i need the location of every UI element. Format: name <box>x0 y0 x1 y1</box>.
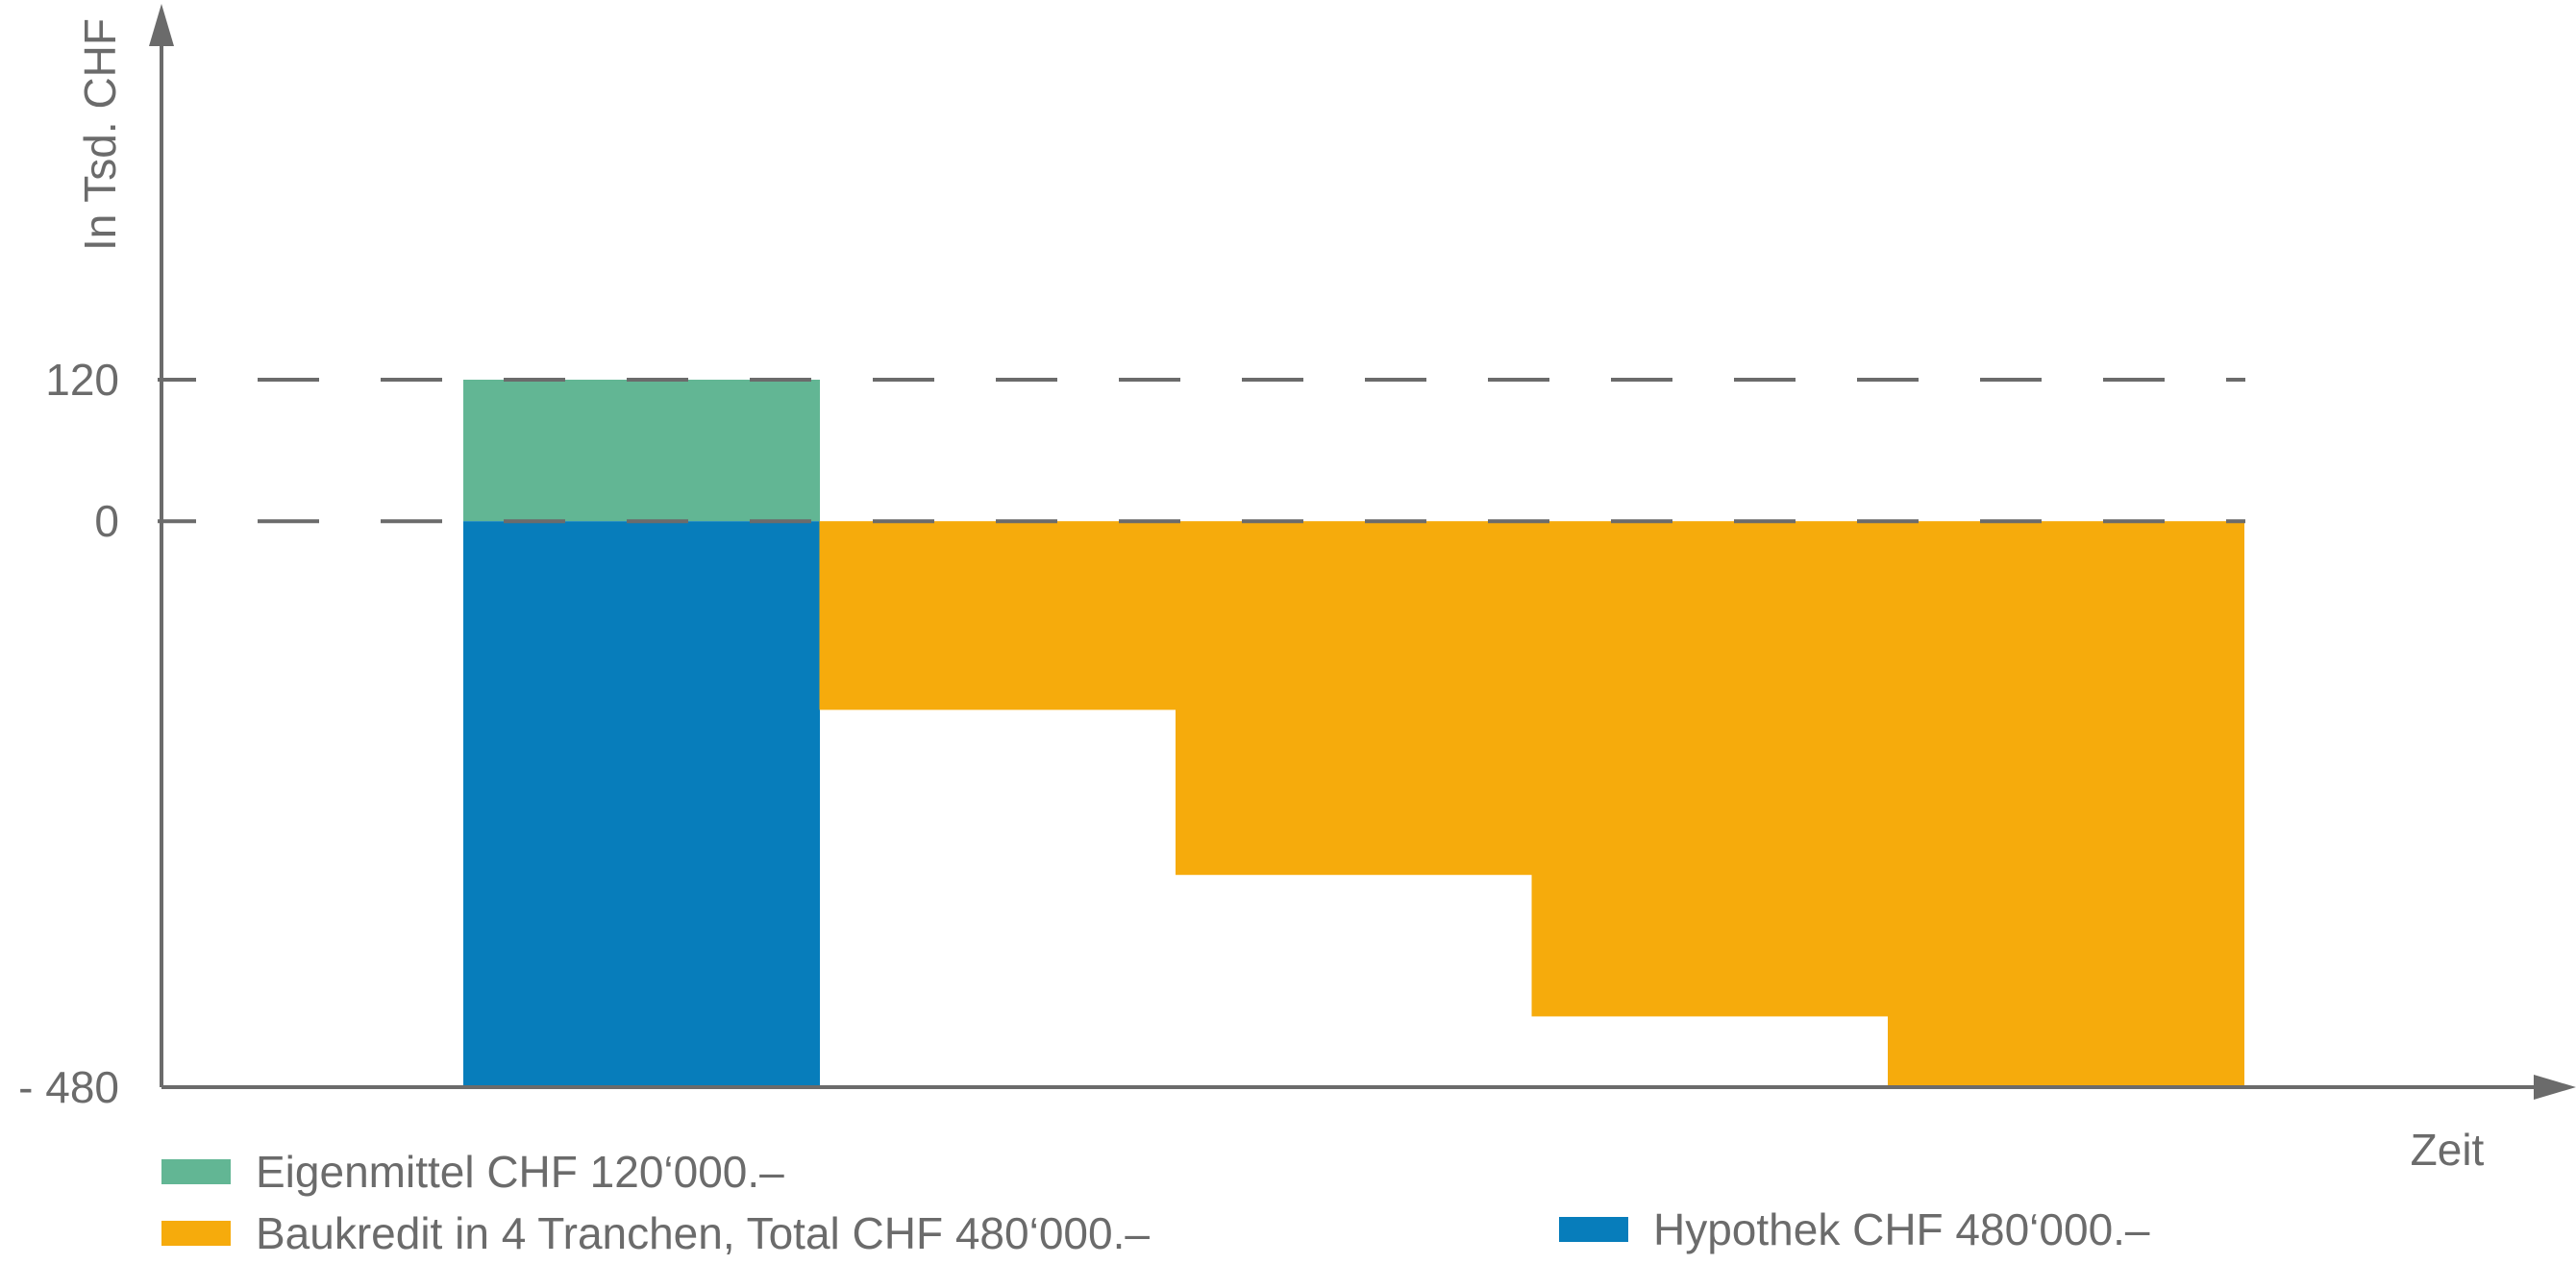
reference-lines <box>158 378 2245 524</box>
bar-baukredit-3 <box>1531 521 1889 1017</box>
bar-hypothek-1 <box>463 521 820 1087</box>
bar-baukredit-2 <box>1176 521 1532 876</box>
bar-eigenmittel-1 <box>463 380 820 522</box>
legend-baukredit: Baukredit in 4 Tranchen, Total CHF 480‘0… <box>161 1207 1150 1259</box>
y-tick-label-120: 120 <box>45 355 119 405</box>
legend-label-hypothek: Hypothek CHF 480‘000.– <box>1653 1204 2150 1254</box>
legend-label-baukredit: Baukredit in 4 Tranchen, Total CHF 480‘0… <box>256 1208 1150 1258</box>
legend-swatch-baukredit <box>161 1221 231 1246</box>
x-axis-arrow <box>2534 1075 2576 1100</box>
legend-hypothek: Hypothek CHF 480‘000.– <box>1559 1203 2150 1255</box>
bar-baukredit-1 <box>819 521 1177 710</box>
y-axis-arrow <box>149 4 174 46</box>
bars-group <box>463 380 2244 1087</box>
legend-eigenmittel: Eigenmittel CHF 120‘000.– <box>161 1146 784 1198</box>
legend-label-eigenmittel: Eigenmittel CHF 120‘000.– <box>256 1147 784 1197</box>
x-axis-title: Zeit <box>2411 1125 2485 1175</box>
legend-swatch-hypothek <box>1559 1217 1628 1242</box>
bar-baukredit-4 <box>1888 521 2244 1087</box>
y-tick-labels: 120 0 - 480 <box>18 355 119 1112</box>
y-tick-label-0: 0 <box>94 496 119 546</box>
y-axis-title: In Tsd. CHF <box>75 18 125 251</box>
axes <box>149 4 2576 1100</box>
legend-swatch-eigenmittel <box>161 1159 231 1184</box>
y-tick-label-neg480: - 480 <box>18 1062 119 1112</box>
